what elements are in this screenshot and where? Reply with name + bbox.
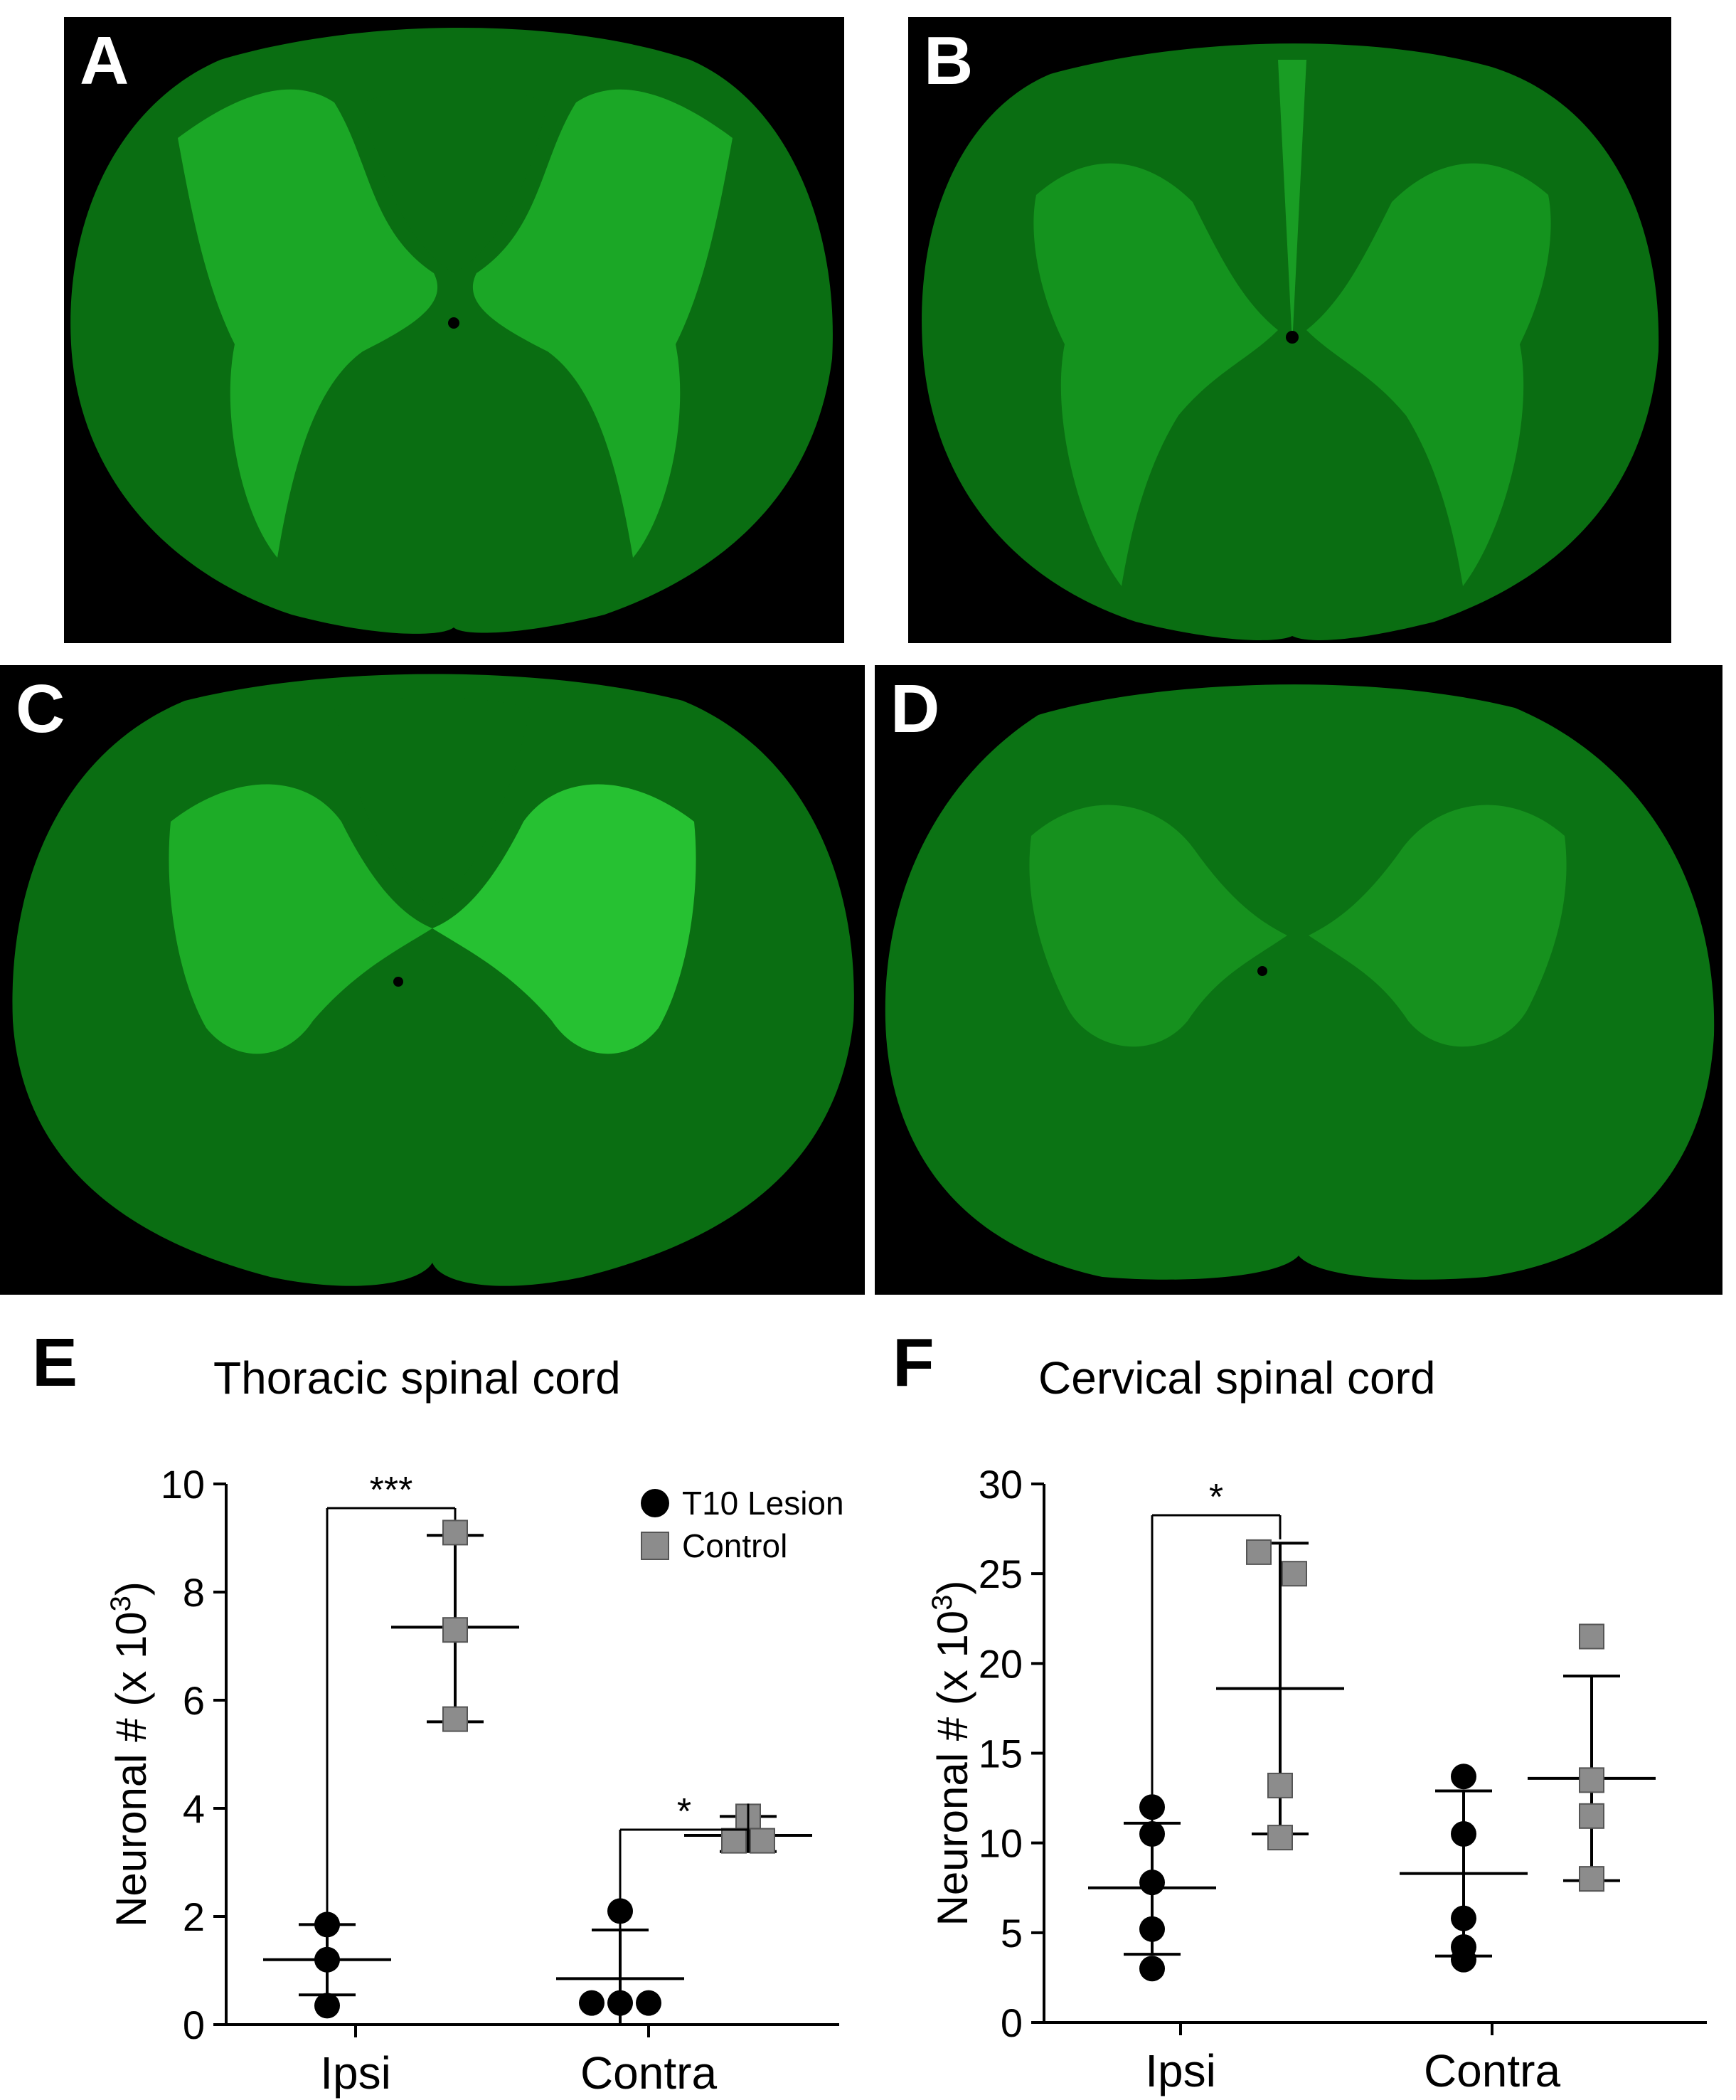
y-axis-label-text: Neuronal # (x 10 — [929, 1611, 976, 1926]
y-tick-label: 5 — [1001, 1911, 1023, 1956]
data-point-lesion — [314, 1993, 340, 2019]
spinal-cord-section-d — [885, 684, 1715, 1280]
data-point-control — [1579, 1767, 1604, 1793]
y-tick-label: 0 — [183, 2003, 205, 2047]
micrograph-panel-a: A — [64, 17, 844, 643]
data-point-lesion — [1139, 1870, 1165, 1896]
y-axis-label-close: ) — [107, 1581, 155, 1596]
y-tick-label: 10 — [161, 1462, 205, 1507]
y-tick-label: 4 — [183, 1786, 205, 1831]
chart-letter-e: E — [32, 1325, 78, 1401]
chart-letter-f: F — [893, 1325, 934, 1401]
data-point-lesion — [1451, 1946, 1476, 1973]
panel-letter-d: D — [890, 671, 940, 747]
y-tick-label: 6 — [183, 1678, 205, 1723]
y-axis-label: Neuronal # (x 103) — [105, 1581, 155, 1927]
y-tick-label: 0 — [1001, 2000, 1023, 2045]
chart-title-f: Cervical spinal cord — [1038, 1352, 1436, 1404]
y-axis-label: Neuronal # (x 103) — [927, 1581, 976, 1926]
panel-letter-c: C — [16, 671, 65, 747]
chart-title-e: Thoracic spinal cord — [213, 1352, 621, 1404]
micrograph-panel-b: B — [908, 17, 1671, 643]
data-point-lesion — [314, 1946, 340, 1973]
data-point-lesion — [1139, 1956, 1165, 1982]
y-axis-label-superscript: 3 — [105, 1596, 137, 1611]
significance-label: * — [677, 1791, 691, 1833]
data-point-control — [442, 1520, 468, 1546]
data-point-control — [1579, 1866, 1604, 1892]
data-point-lesion — [1451, 1764, 1476, 1790]
legend-marker-control — [641, 1532, 669, 1560]
data-point-lesion — [1451, 1905, 1476, 1931]
spinal-cord-section-a — [70, 28, 833, 634]
legend-marker-lesion — [641, 1489, 669, 1517]
y-tick-label: 2 — [183, 1894, 205, 1939]
legend-label: T10 Lesion — [682, 1485, 844, 1522]
data-point-lesion — [636, 1990, 661, 2016]
spinal-cord-section-b — [922, 43, 1659, 640]
data-point-control — [1579, 1803, 1604, 1829]
panel-letter-a: A — [80, 23, 129, 99]
data-point-control — [1579, 1623, 1604, 1650]
data-point-lesion — [1451, 1821, 1476, 1847]
y-tick-label: 15 — [979, 1732, 1023, 1776]
y-tick-label: 20 — [979, 1641, 1023, 1686]
panel-letter-b: B — [924, 23, 974, 99]
data-point-lesion — [607, 1990, 633, 2016]
data-point-lesion — [579, 1990, 605, 2016]
scatter-chart-cervical: 0 5 10 15 20 25 30 Ipsi Contra Neuronal # (x 103)… — [927, 1462, 1707, 2096]
data-point-control — [1267, 1772, 1293, 1798]
data-point-control — [1267, 1825, 1293, 1851]
x-tick-label: Ipsi — [1145, 2045, 1216, 2096]
micrograph-panel-c: C — [0, 665, 865, 1295]
x-tick-label: Contra — [580, 2047, 718, 2099]
data-point-lesion — [1139, 1821, 1165, 1847]
y-axis-label-text: Neuronal # (x 10 — [107, 1611, 155, 1927]
x-tick-label: Ipsi — [320, 2047, 391, 2099]
data-point-control — [750, 1828, 775, 1854]
y-axis-label-superscript: 3 — [927, 1595, 958, 1611]
significance-label: *** — [370, 1470, 413, 1511]
y-tick-label: 8 — [183, 1570, 205, 1615]
data-point-control — [442, 1706, 468, 1732]
legend-label: Control — [682, 1527, 787, 1564]
data-point-lesion — [1139, 1916, 1165, 1942]
y-tick-label: 10 — [979, 1821, 1023, 1866]
data-point-control — [721, 1828, 747, 1854]
micrograph-panel-d: D — [875, 665, 1722, 1295]
data-point-control — [442, 1617, 468, 1643]
data-point-control — [1282, 1561, 1307, 1587]
y-tick-label: 25 — [979, 1552, 1023, 1596]
significance-label: * — [1209, 1477, 1223, 1518]
x-tick-label: Contra — [1424, 2045, 1561, 2096]
spinal-cord-section-c — [12, 674, 854, 1286]
data-point-control — [1246, 1539, 1272, 1565]
y-axis-label-close: ) — [929, 1581, 976, 1595]
y-tick-label: 30 — [979, 1462, 1023, 1507]
